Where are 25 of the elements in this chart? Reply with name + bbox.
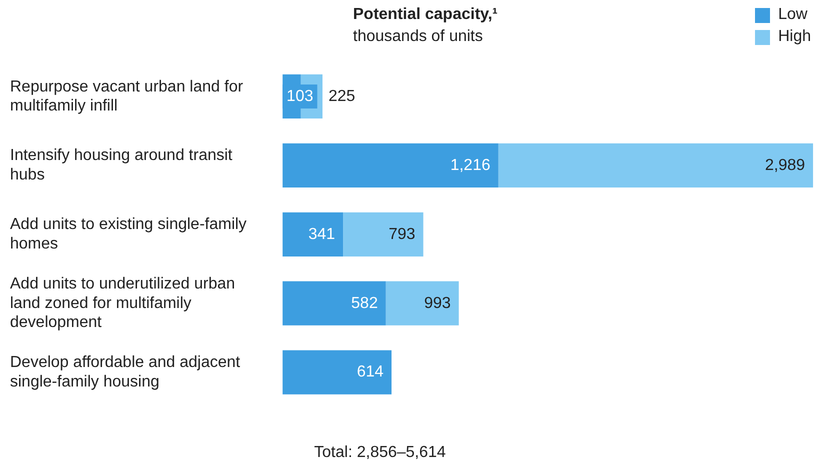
chart-subtitle: thousands of units [353,27,484,47]
y-tick-label: Add units to existing single-family homes [10,216,247,252]
chart-title: Potential capacity,¹ [353,6,498,23]
y-tick-label: Intensify housing around transit hubs [10,147,233,184]
data-label: 582 [351,294,378,312]
bar [343,212,424,256]
data-label: 1,216 [450,156,490,174]
total-label: 993 [424,294,451,312]
bar [498,143,814,188]
bar [282,281,386,326]
text: Total: 2,856–5,614 [313,444,447,462]
legend-label: Low [778,5,808,25]
bar [282,143,498,188]
total-label: 2,989 [765,156,806,174]
y-tick-label: Add units to underutilized urban land zoned for multifamily development [10,276,236,331]
data-label: 341 [308,226,336,243]
y-tick-label: Repurpose vacant urban land for multifamily infill [10,78,244,114]
legend-label: High [778,27,811,47]
total-label: 225 [328,88,356,105]
total-label: 793 [388,226,416,243]
y-tick-label: Develop affordable and adjacent single-family housing [10,354,241,390]
bar [282,212,344,256]
data-label: 614 [356,364,384,381]
bar [386,281,459,326]
bar [282,350,392,394]
